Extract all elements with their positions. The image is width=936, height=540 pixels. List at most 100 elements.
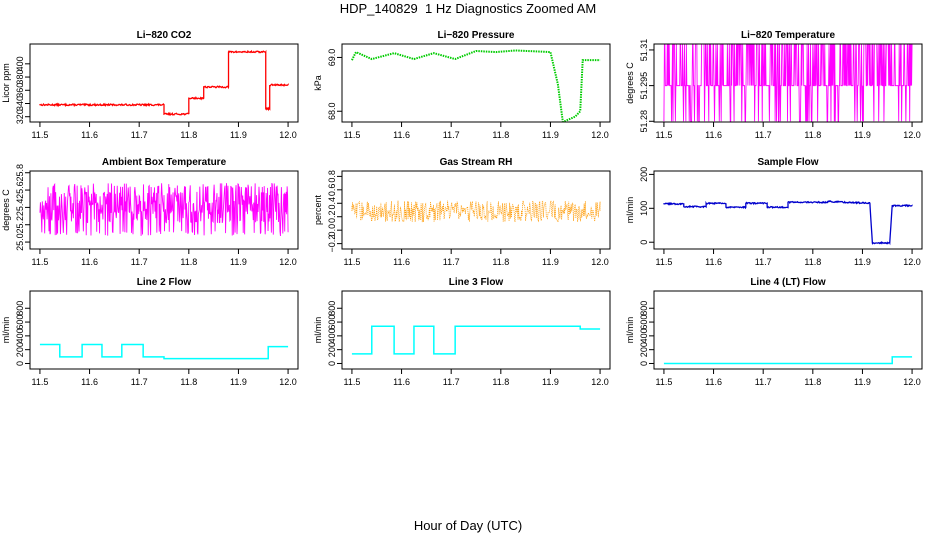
y-tick-label: 200 xyxy=(639,342,649,357)
series-line xyxy=(39,49,289,116)
x-tick-label: 11.9 xyxy=(542,257,559,267)
series-line xyxy=(663,200,913,246)
y-tick-label: 200 xyxy=(327,342,337,357)
y-tick-label: 68.0 xyxy=(327,102,337,120)
plot-frame xyxy=(653,170,923,250)
y-tick-label: 25.4 xyxy=(15,199,25,217)
panel-title: Li−820 CO2 xyxy=(137,30,192,41)
y-tick-label: 25.6 xyxy=(15,181,25,199)
y-axis-label: ml/min xyxy=(625,317,635,344)
x-tick-label: 11.6 xyxy=(705,257,722,267)
plot-frame xyxy=(29,170,299,250)
y-axis-label: kPa xyxy=(313,75,323,91)
panel-1: Li−820 CO2 11.5 11.6 11.7 11.8 11.9 12.0 320340… xyxy=(1,30,299,140)
y-tick-label: 0.8 xyxy=(327,170,337,183)
panel-title: Ambient Box Temperature xyxy=(102,157,227,168)
x-tick-label: 12.0 xyxy=(591,130,609,140)
plot-frame xyxy=(653,290,923,370)
y-tick-label: 600 xyxy=(327,315,337,330)
series-group xyxy=(39,343,289,360)
panel-title: Gas Stream RH xyxy=(440,157,513,168)
panel-9: Line 4 (LT) Flow 11.5 11.6 11.7 11.8 11.9 12.0… xyxy=(625,277,923,387)
series-line xyxy=(351,199,601,223)
series-group xyxy=(663,356,913,365)
y-tick-label: 0.4 xyxy=(327,197,337,210)
series-group xyxy=(663,200,913,246)
panel-4: Ambient Box Temperature 11.5 11.6 11.7 11.8 1… xyxy=(1,157,299,267)
y-axis-label: Licor ppm xyxy=(1,63,11,103)
x-tick-label: 11.6 xyxy=(81,377,98,387)
x-tick-label: 11.5 xyxy=(655,377,672,387)
y-tick-label: 0.2 xyxy=(327,210,337,223)
plot-frame xyxy=(29,290,299,370)
y-tick-label: 200 xyxy=(15,342,25,357)
series-group xyxy=(351,49,601,122)
x-tick-label: 11.7 xyxy=(443,257,460,267)
panel-6: Sample Flow 11.5 11.6 11.7 11.8 11.9 12.0 0 100 2… xyxy=(625,157,923,267)
x-tick-label: 11.5 xyxy=(655,130,672,140)
panel-title: Line 4 (LT) Flow xyxy=(750,277,826,288)
y-tick-label: 800 xyxy=(15,301,25,316)
y-axis-label: ml/min xyxy=(1,317,11,344)
y-tick-label: 360 xyxy=(15,83,25,98)
y-axis-label: degrees C xyxy=(625,62,635,104)
series-group xyxy=(351,199,601,223)
x-tick-label: 12.0 xyxy=(279,130,297,140)
series-line xyxy=(39,343,289,360)
panel-title: Li−820 Temperature xyxy=(741,30,835,41)
series-group xyxy=(351,325,601,355)
x-tick-label: 11.6 xyxy=(81,257,98,267)
x-tick-label: 11.5 xyxy=(343,377,360,387)
plot-frame xyxy=(341,290,611,370)
x-tick-label: 11.9 xyxy=(854,130,871,140)
x-tick-label: 11.5 xyxy=(655,257,672,267)
x-tick-label: 11.9 xyxy=(542,377,559,387)
x-tick-label: 11.6 xyxy=(81,130,98,140)
plot-frame xyxy=(341,43,611,123)
x-tick-label: 11.9 xyxy=(230,257,247,267)
series-group xyxy=(663,44,913,122)
x-tick-label: 11.9 xyxy=(230,377,247,387)
x-tick-label: 12.0 xyxy=(903,257,921,267)
y-tick-label: 0 xyxy=(327,361,337,366)
x-tick-label: 11.8 xyxy=(492,377,509,387)
x-tick-label: 11.8 xyxy=(804,130,821,140)
x-tick-label: 11.8 xyxy=(180,377,197,387)
y-tick-label: 25.2 xyxy=(15,216,25,234)
y-axis-label: percent xyxy=(313,194,323,225)
panel-title: Li−820 Pressure xyxy=(438,30,515,41)
y-axis-label: degrees C xyxy=(1,189,11,231)
x-tick-label: 11.5 xyxy=(31,130,48,140)
x-tick-label: 11.7 xyxy=(131,257,148,267)
y-tick-label: 0 xyxy=(15,361,25,366)
y-tick-label: 600 xyxy=(15,315,25,330)
y-tick-label: 400 xyxy=(639,328,649,343)
x-tick-label: 11.8 xyxy=(804,257,821,267)
series-line xyxy=(663,44,913,122)
y-tick-label: 100 xyxy=(639,201,649,216)
panel-5: Gas Stream RH 11.5 11.6 11.7 11.8 11.9 12.0 −0.… xyxy=(313,157,611,267)
y-tick-label: 800 xyxy=(327,301,337,316)
panel-3: Li−820 Temperature 11.5 11.6 11.7 11.8 11.9 12… xyxy=(625,30,923,140)
y-tick-label: 69.0 xyxy=(327,49,337,67)
y-tick-label: 0 xyxy=(639,361,649,366)
y-tick-label: 0 xyxy=(639,240,649,245)
y-axis-label: ml/min xyxy=(625,197,635,224)
panel-2: Li−820 Pressure 11.5 11.6 11.7 11.8 11.9 12.0 6… xyxy=(313,30,611,140)
x-tick-label: 11.7 xyxy=(755,377,772,387)
x-tick-label: 12.0 xyxy=(279,257,297,267)
x-tick-label: 11.5 xyxy=(31,257,48,267)
plot-frame xyxy=(653,43,923,123)
y-tick-label: 200 xyxy=(639,167,649,182)
y-tick-label: 51.31 xyxy=(639,39,649,62)
panel-8: Line 3 Flow 11.5 11.6 11.7 11.8 11.9 12.0 0 2004… xyxy=(313,277,611,387)
x-tick-label: 11.7 xyxy=(131,130,148,140)
y-tick-label: 380 xyxy=(15,70,25,85)
x-tick-label: 11.7 xyxy=(131,377,148,387)
y-axis-label: ml/min xyxy=(313,317,323,344)
x-tick-label: 12.0 xyxy=(591,257,609,267)
x-tick-label: 11.9 xyxy=(854,377,871,387)
x-axis-label: Hour of Day (UTC) xyxy=(413,518,523,533)
x-tick-label: 11.5 xyxy=(31,377,48,387)
